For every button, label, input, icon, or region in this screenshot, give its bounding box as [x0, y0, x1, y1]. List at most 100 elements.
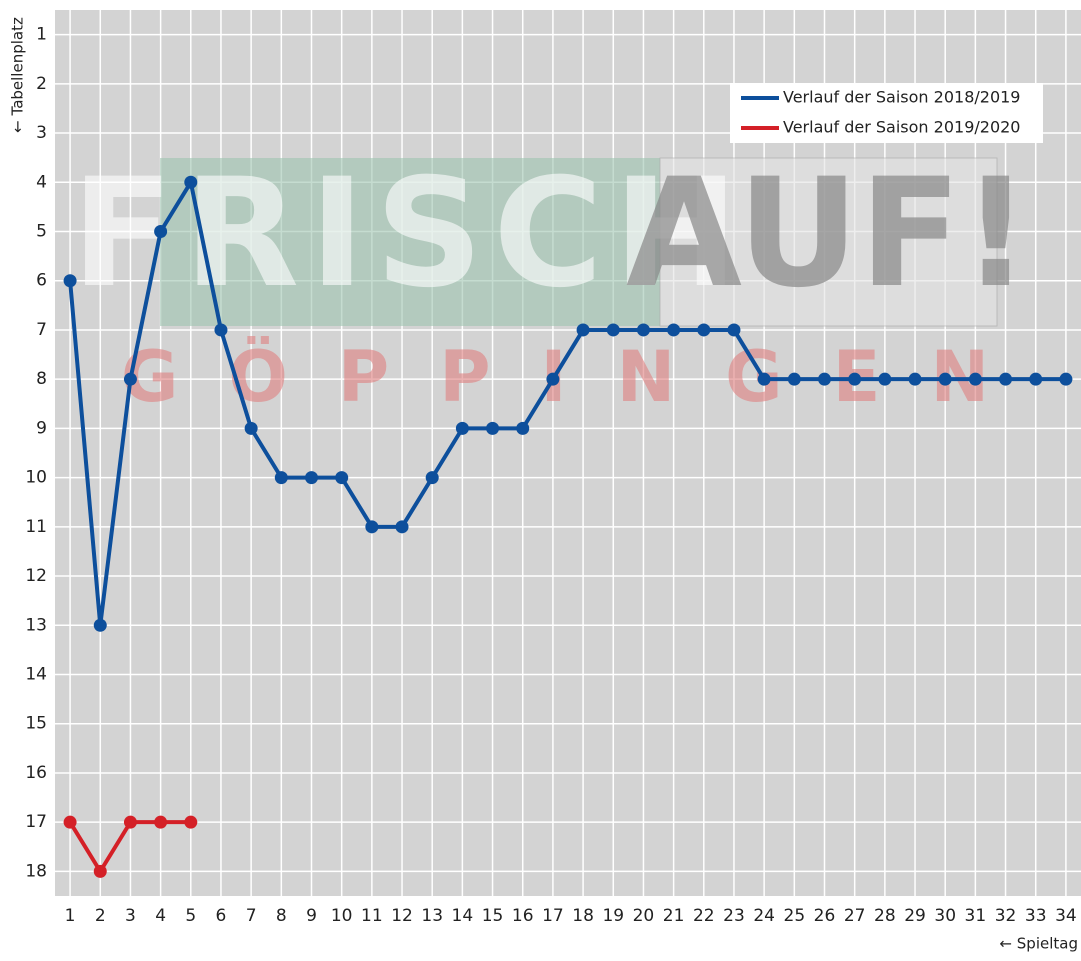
point: [184, 175, 198, 189]
x-tick-label: 24: [753, 906, 775, 926]
x-tick-label: 10: [331, 906, 353, 926]
y-tick-label: 8: [36, 369, 47, 389]
y-tick-label: 18: [25, 861, 47, 881]
y-tick-label: 14: [25, 665, 47, 685]
point: [455, 421, 469, 435]
point: [546, 372, 560, 386]
y-tick-label: 9: [36, 418, 47, 438]
x-tick-label: 3: [125, 906, 136, 926]
y-tick-label: 7: [36, 320, 47, 340]
point: [486, 421, 500, 435]
x-tick-label: 7: [246, 906, 257, 926]
x-tick-label: 27: [844, 906, 866, 926]
point: [848, 372, 862, 386]
point: [727, 323, 741, 337]
x-tick-label: 16: [512, 906, 534, 926]
point: [93, 864, 107, 878]
x-tick-label: 31: [965, 906, 987, 926]
y-tick-label: 11: [25, 517, 47, 537]
point: [123, 815, 137, 829]
point: [305, 471, 318, 485]
x-tick-label: 30: [934, 906, 956, 926]
x-tick-label: 20: [633, 906, 655, 926]
watermark: GÖPPINGEN: [121, 336, 1039, 418]
x-tick-label: 26: [814, 906, 836, 926]
x-tick-label: 12: [391, 906, 413, 926]
series-line: [68, 180, 1066, 628]
x-tick-label: 33: [1025, 906, 1047, 926]
x-tick-label: 21: [663, 906, 685, 926]
point: [274, 471, 288, 485]
x-tick-label: 22: [693, 906, 715, 926]
point: [365, 520, 379, 534]
legend-box: [730, 83, 1043, 143]
point: [516, 421, 530, 435]
y-tick-label: 1: [36, 25, 47, 45]
y-axis-label: ← Tabellenplatz: [9, 17, 27, 133]
y-tick-label: 10: [25, 468, 47, 488]
grid: [55, 10, 1081, 896]
x-tick-label: 5: [185, 906, 196, 926]
x-tick-label: 2: [95, 906, 106, 926]
x-tick-label: 4: [155, 906, 166, 926]
point: [576, 323, 590, 337]
x-tick-label: 32: [995, 906, 1017, 926]
x-axis-label: ← Spieltag: [999, 935, 1078, 953]
point: [1029, 372, 1043, 386]
x-tick-label: 13: [421, 906, 443, 926]
y-tick-label: 4: [36, 172, 47, 192]
y-tick-label: 6: [36, 271, 47, 291]
x-tick-label: 8: [276, 906, 287, 926]
x-tick-label: 15: [482, 906, 504, 926]
x-tick-label: 25: [784, 906, 806, 926]
point: [63, 815, 77, 829]
point: [244, 421, 258, 435]
point: [154, 815, 168, 829]
point: [335, 471, 349, 485]
point: [757, 372, 771, 386]
point: [606, 323, 620, 337]
x-tick-label: 14: [452, 906, 474, 926]
point: [697, 323, 711, 337]
point: [818, 372, 831, 386]
watermark: AUF!: [626, 147, 1030, 321]
y-tick-label: 17: [25, 812, 47, 832]
y-tick-label: 13: [25, 615, 47, 635]
y-tick-label: 2: [36, 74, 47, 94]
watermark-box: [659, 157, 998, 327]
x-tick-label: 29: [904, 906, 926, 926]
point: [908, 372, 922, 386]
x-tick-label: 19: [602, 906, 624, 926]
x-tick-label: 6: [216, 906, 227, 926]
point: [184, 815, 198, 829]
point: [395, 520, 409, 534]
x-tick-label: 1: [65, 906, 76, 926]
x-tick-label: 23: [723, 906, 745, 926]
watermark: FRISCH: [71, 147, 748, 321]
y-tick-label: 15: [25, 714, 47, 734]
y-tick-label: 3: [36, 123, 47, 143]
point: [93, 618, 107, 632]
point: [667, 323, 681, 337]
x-tick-label: 18: [572, 906, 594, 926]
point: [787, 372, 801, 386]
y-tick-label: 16: [25, 763, 47, 783]
x-tick-label: 11: [361, 906, 383, 926]
point: [968, 372, 982, 386]
point: [63, 274, 77, 288]
point: [1059, 372, 1073, 386]
watermark-box: [160, 158, 660, 326]
x-tick-label: 9: [306, 906, 317, 926]
point: [636, 323, 650, 337]
point: [214, 323, 228, 337]
point: [999, 372, 1013, 386]
point: [938, 372, 952, 386]
point: [123, 372, 137, 386]
point: [878, 372, 892, 386]
point: [154, 225, 168, 238]
y-tick-label: 12: [25, 566, 47, 586]
legend-label: Verlauf der Saison 2019/2020: [783, 118, 1020, 137]
x-tick-label: 34: [1055, 906, 1077, 926]
